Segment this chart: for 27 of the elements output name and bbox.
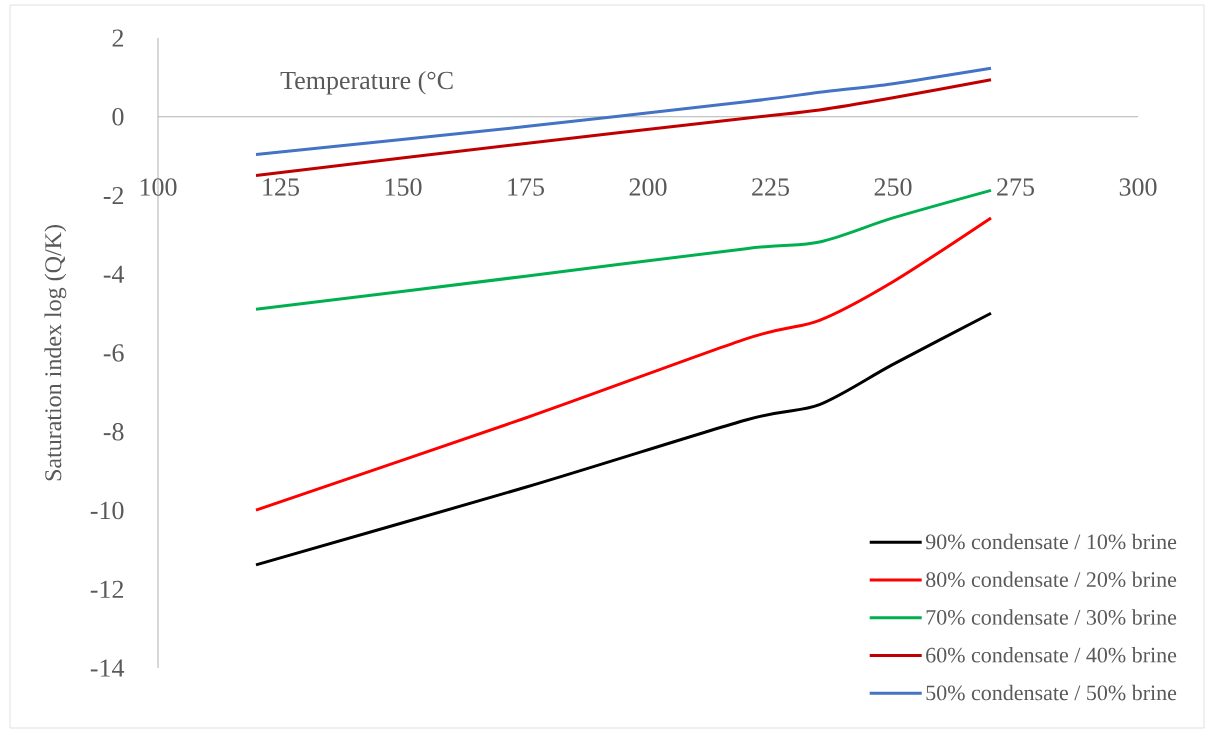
line-series xyxy=(254,66,993,157)
y-tick-label: -10 xyxy=(90,501,124,520)
y-tick-label: -12 xyxy=(90,580,124,598)
legend-label: 80% condensate / 20% brine xyxy=(926,571,1177,588)
y-tick-label: -4 xyxy=(103,265,125,283)
x-tick-label: 175 xyxy=(508,178,544,196)
legend-label: 60% condensate / 40% brine xyxy=(926,647,1177,663)
y-axis-title: Saturation index log (Q/K) xyxy=(44,225,67,481)
x-tick-label: 225 xyxy=(752,178,789,196)
y-tick-label: -6 xyxy=(103,344,124,362)
x-tick-label: 125 xyxy=(263,178,299,196)
x-tick-label: 100 xyxy=(140,178,177,196)
legend-label: 70% condensate / 30% brine xyxy=(926,609,1177,625)
x-tick-label: 200 xyxy=(629,178,667,196)
x-axis-title: Temperature (°C xyxy=(280,70,453,95)
y-tick-label: 2 xyxy=(112,29,124,47)
line-series xyxy=(254,216,993,512)
y-tick-label: 0 xyxy=(112,107,124,126)
x-tick-label: 300 xyxy=(1119,178,1157,196)
y-tick-label: -8 xyxy=(103,422,124,441)
x-tick-label: 250 xyxy=(874,178,912,196)
legend-label: 50% condensate / 50% brine xyxy=(926,684,1177,701)
y-tick-label: -2 xyxy=(103,186,124,205)
legend-label: 90% condensate / 10% brine xyxy=(925,533,1177,550)
y-tick-label: -14 xyxy=(90,659,125,677)
x-tick-label: 150 xyxy=(385,178,422,196)
x-tick-label: 275 xyxy=(997,178,1034,196)
